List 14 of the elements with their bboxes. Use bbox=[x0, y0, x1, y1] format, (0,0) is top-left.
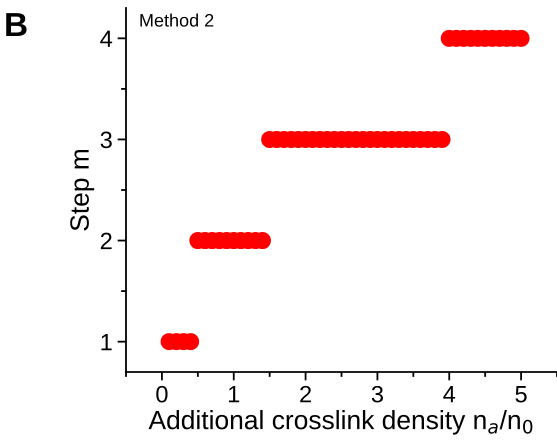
y-tick-label: 1 bbox=[101, 334, 112, 350]
y-tick-label: 3 bbox=[100, 132, 112, 148]
x-axis-title: Additional crosslink density n$_{a}$/n$_{0}$ bbox=[148, 410, 532, 435]
x-tick-label: 1 bbox=[228, 386, 240, 402]
x-tick-label: 5 bbox=[515, 386, 527, 403]
x-tick-label: 0 bbox=[156, 386, 168, 403]
x-tick-label: 2 bbox=[300, 386, 311, 402]
y-axis-title: Step m bbox=[70, 150, 94, 231]
y-tick-label: 4 bbox=[100, 30, 112, 47]
x-tick-label: 3 bbox=[372, 386, 383, 403]
y-tick-label: 2 bbox=[100, 232, 112, 250]
annotation: Method 2 bbox=[140, 13, 214, 27]
text: B bbox=[6, 13, 27, 36]
x-tick-label: 4 bbox=[443, 386, 456, 402]
